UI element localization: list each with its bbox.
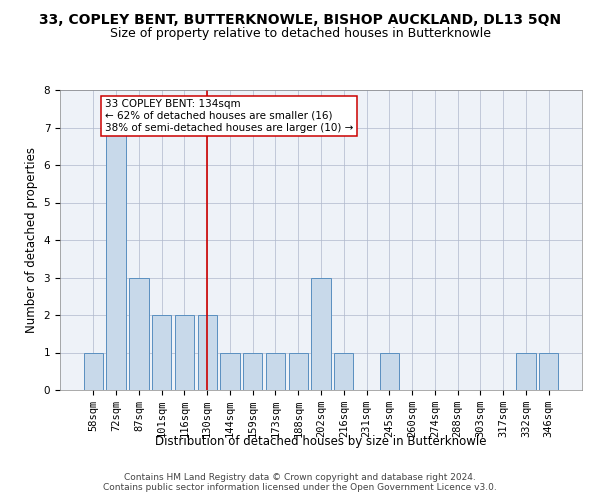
Bar (311, 278, 331, 390)
Bar (243, 352, 262, 390)
Text: 33 COPLEY BENT: 134sqm
← 62% of detached houses are smaller (16)
38% of semi-det: 33 COPLEY BENT: 134sqm ← 62% of detached… (105, 100, 353, 132)
Bar (516, 352, 536, 390)
Bar (106, 128, 126, 390)
Text: Size of property relative to detached houses in Butterknowle: Size of property relative to detached ho… (110, 28, 491, 40)
Bar (289, 352, 308, 390)
Bar (220, 352, 239, 390)
Bar (84, 352, 103, 390)
Bar (152, 315, 172, 390)
Text: Distribution of detached houses by size in Butterknowle: Distribution of detached houses by size … (155, 435, 487, 448)
Text: 33, COPLEY BENT, BUTTERKNOWLE, BISHOP AUCKLAND, DL13 5QN: 33, COPLEY BENT, BUTTERKNOWLE, BISHOP AU… (39, 12, 561, 26)
Y-axis label: Number of detached properties: Number of detached properties (25, 147, 38, 333)
Bar (380, 352, 399, 390)
Text: Contains HM Land Registry data © Crown copyright and database right 2024.
Contai: Contains HM Land Registry data © Crown c… (103, 473, 497, 492)
Bar (197, 315, 217, 390)
Bar (129, 278, 149, 390)
Bar (266, 352, 285, 390)
Bar (334, 352, 353, 390)
Bar (175, 315, 194, 390)
Bar (539, 352, 558, 390)
